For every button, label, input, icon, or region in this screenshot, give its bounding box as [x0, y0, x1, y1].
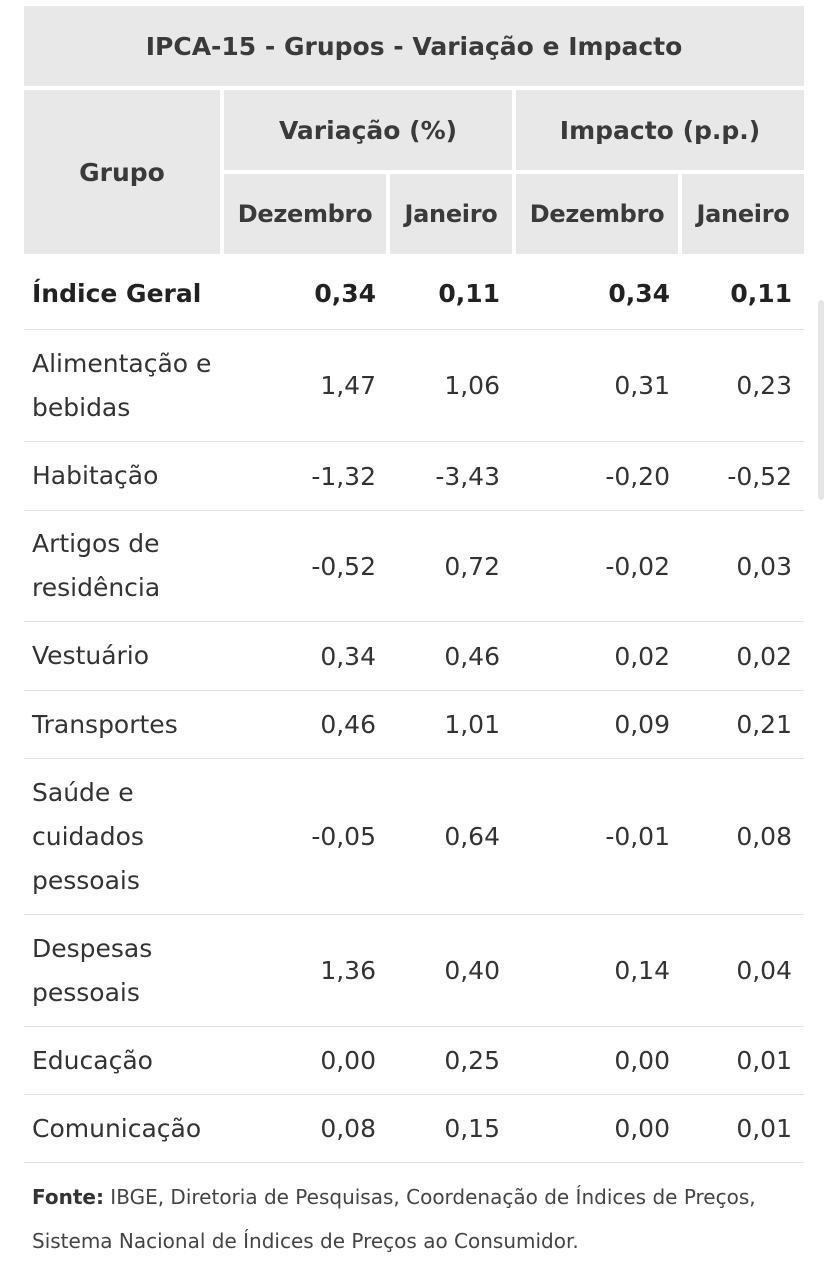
header-impacto: Impacto (p.p.) [516, 90, 804, 170]
cell-var-dezembro: 1,47 [320, 371, 376, 400]
row-label: Saúde e cuidados pessoais [32, 777, 144, 895]
cell-var-janeiro: 1,01 [444, 710, 500, 739]
table-row: Comunicação 0,08 0,15 0,00 0,01 [24, 1095, 804, 1163]
table-row: Artigos de residência -0,52 0,72 -0,02 0… [24, 511, 804, 622]
cell-imp-dezembro: -0,20 [605, 461, 670, 491]
cell-var-janeiro: 0,15 [444, 1114, 500, 1143]
cell-imp-dezembro: 0,14 [614, 956, 670, 985]
row-label: Transportes [32, 709, 178, 739]
table-row: Índice Geral 0,34 0,11 0,34 0,11 [24, 258, 804, 330]
header-grupo: Grupo [24, 90, 220, 254]
cell-imp-janeiro: 0,08 [736, 822, 792, 851]
source-note: Fonte: IBGE, Diretoria de Pesquisas, Coo… [32, 1175, 802, 1261]
cell-imp-janeiro: 0,21 [736, 710, 792, 739]
row-label: Comunicação [32, 1113, 202, 1143]
table-row: Educação 0,00 0,25 0,00 0,01 [24, 1027, 804, 1095]
header-variacao: Variação (%) [224, 90, 512, 170]
row-label: Vestuário [32, 641, 150, 670]
table-row: Despesas pessoais 1,36 0,40 0,14 0,04 [24, 915, 804, 1027]
cell-var-dezembro: 0,34 [314, 279, 376, 308]
row-label: Despesas pessoais [32, 933, 153, 1007]
cell-var-dezembro: -1,32 [311, 461, 376, 491]
row-label: Educação [32, 1045, 153, 1075]
row-label: Artigos de residência [32, 529, 161, 602]
cell-imp-janeiro: 0,23 [736, 371, 792, 400]
cell-var-janeiro: 0,64 [444, 822, 500, 851]
table-body: Índice Geral 0,34 0,11 0,34 0,11 Aliment… [24, 258, 804, 1163]
row-label: Alimentação e bebidas [32, 348, 212, 422]
row-label: Índice Geral [32, 278, 202, 308]
source-text: IBGE, Diretoria de Pesquisas, Coordenaçã… [32, 1185, 756, 1253]
cell-var-dezembro: -0,05 [311, 822, 376, 851]
header-var-dezembro: Dezembro [224, 174, 386, 254]
cell-var-dezembro: 0,46 [320, 710, 376, 739]
scrollbar[interactable] [818, 300, 824, 500]
cell-imp-dezembro: 0,34 [608, 279, 670, 308]
cell-imp-dezembro: -0,02 [605, 551, 670, 581]
cell-var-dezembro: -0,52 [311, 551, 376, 581]
cell-var-janeiro: 0,11 [438, 279, 500, 308]
cell-imp-dezembro: 0,02 [614, 641, 670, 671]
cell-imp-janeiro: -0,52 [727, 461, 792, 491]
row-label: Habitação [32, 461, 159, 490]
table-row: Alimentação e bebidas 1,47 1,06 0,31 0,2… [24, 330, 804, 442]
table-row: Saúde e cuidados pessoais -0,05 0,64 -0,… [24, 759, 804, 915]
cell-imp-janeiro: 0,03 [736, 551, 792, 581]
cell-imp-dezembro: -0,01 [605, 822, 670, 851]
cell-imp-dezembro: 0,09 [614, 710, 670, 739]
cell-var-janeiro: -3,43 [435, 461, 500, 491]
cell-imp-dezembro: 0,00 [614, 1046, 670, 1075]
cell-var-janeiro: 0,46 [444, 641, 500, 671]
header-var-janeiro: Janeiro [390, 174, 512, 254]
header-imp-dezembro: Dezembro [516, 174, 678, 254]
ipca-table: IPCA-15 - Grupos - Variação e Impacto Gr… [24, 6, 804, 1163]
cell-imp-janeiro: 0,01 [736, 1046, 792, 1075]
cell-var-dezembro: 0,08 [320, 1114, 376, 1143]
cell-var-janeiro: 1,06 [444, 371, 500, 400]
table-row: Vestuário 0,34 0,46 0,02 0,02 [24, 622, 804, 691]
table-header: Grupo Variação (%) Impacto (p.p.) Dezemb… [24, 90, 804, 254]
cell-imp-dezembro: 0,31 [614, 371, 670, 400]
cell-var-janeiro: 0,40 [444, 956, 500, 985]
cell-imp-janeiro: 0,04 [736, 956, 792, 985]
cell-var-dezembro: 0,34 [320, 641, 376, 671]
table-row: Habitação -1,32 -3,43 -0,20 -0,52 [24, 442, 804, 511]
cell-imp-janeiro: 0,01 [736, 1114, 792, 1143]
table-row: Transportes 0,46 1,01 0,09 0,21 [24, 691, 804, 759]
cell-var-dezembro: 0,00 [320, 1046, 376, 1075]
header-imp-janeiro: Janeiro [682, 174, 804, 254]
cell-imp-janeiro: 0,11 [730, 279, 792, 308]
cell-var-dezembro: 1,36 [320, 956, 376, 985]
cell-imp-dezembro: 0,00 [614, 1114, 670, 1143]
table-title: IPCA-15 - Grupos - Variação e Impacto [24, 6, 804, 86]
cell-var-janeiro: 0,25 [444, 1046, 500, 1075]
cell-imp-janeiro: 0,02 [736, 641, 792, 671]
source-label: Fonte: [32, 1185, 104, 1209]
cell-var-janeiro: 0,72 [444, 551, 500, 581]
